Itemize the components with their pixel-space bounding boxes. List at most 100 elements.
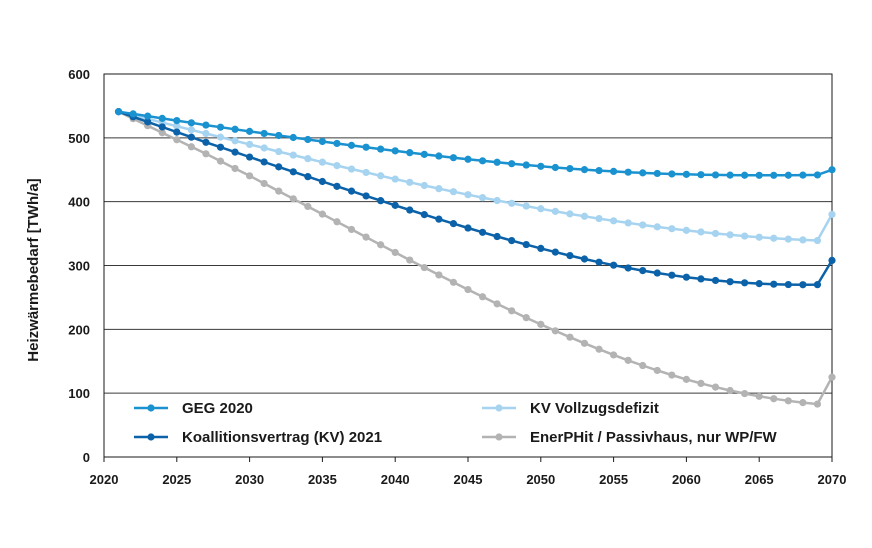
data-point <box>697 171 705 179</box>
data-point <box>377 145 385 153</box>
data-point <box>260 158 268 166</box>
legend-marker <box>147 433 155 441</box>
legend-item: GEG 2020 <box>134 400 253 417</box>
data-point <box>216 123 225 131</box>
data-point <box>508 237 516 245</box>
data-point <box>639 267 647 275</box>
data-point <box>158 114 166 122</box>
data-point <box>551 207 559 215</box>
data-point <box>478 157 487 165</box>
data-point <box>202 150 210 158</box>
y-tick-label: 300 <box>68 259 90 274</box>
data-point <box>813 281 822 289</box>
data-point <box>173 116 181 125</box>
data-point <box>202 121 210 129</box>
legend-label: GEG 2020 <box>182 400 253 417</box>
data-point <box>318 177 326 186</box>
data-point <box>158 129 166 137</box>
data-point <box>275 187 283 195</box>
data-point <box>377 172 385 180</box>
data-point <box>260 144 268 152</box>
data-point <box>653 223 661 231</box>
data-point <box>406 256 414 264</box>
data-point <box>537 320 545 328</box>
data-point <box>173 128 181 136</box>
data-point <box>420 150 428 158</box>
data-point <box>202 138 210 146</box>
data-point <box>668 371 676 379</box>
x-tick-label: 2050 <box>526 472 555 487</box>
data-point <box>784 280 792 289</box>
data-point <box>522 314 530 322</box>
data-point <box>682 226 691 234</box>
data-point <box>595 258 603 266</box>
data-point <box>246 172 254 180</box>
data-point <box>726 171 734 179</box>
x-tick-label: 2060 <box>672 472 701 487</box>
data-point <box>289 133 297 142</box>
data-point <box>653 366 661 375</box>
data-point <box>173 136 181 144</box>
data-point <box>275 147 283 156</box>
y-tick-label: 500 <box>68 131 90 146</box>
data-point <box>828 166 836 174</box>
data-point <box>231 125 239 133</box>
series-enerphit-passivhaus-nur-wp-fw <box>114 108 836 408</box>
data-point <box>813 171 822 179</box>
x-tick-label: 2065 <box>745 472 774 487</box>
data-point <box>289 195 297 203</box>
y-axis-label: Heizwärmebedarf [TWh/a] <box>25 178 42 361</box>
data-point <box>799 171 807 179</box>
data-point <box>784 235 792 243</box>
data-point <box>682 273 691 281</box>
data-point <box>347 141 356 149</box>
data-point <box>697 228 705 236</box>
data-point <box>770 171 778 179</box>
y-tick-label: 200 <box>68 322 90 337</box>
data-point <box>260 179 268 188</box>
data-point <box>668 271 676 279</box>
data-point <box>813 236 822 245</box>
data-point <box>318 210 326 218</box>
data-point <box>537 244 545 252</box>
legend-item: Koallitionsvertrag (KV) 2021 <box>134 429 382 446</box>
data-point <box>595 345 603 353</box>
data-point <box>333 218 341 226</box>
data-point <box>347 187 356 195</box>
data-point <box>770 234 778 242</box>
x-tick-label: 2040 <box>381 472 410 487</box>
data-point <box>391 201 399 209</box>
data-point <box>711 171 720 179</box>
data-point <box>304 173 312 181</box>
data-point <box>828 373 836 381</box>
data-point <box>828 256 836 264</box>
data-point <box>406 149 414 157</box>
data-point <box>813 400 822 408</box>
data-point <box>624 264 632 272</box>
data-point <box>551 163 559 172</box>
y-tick-label: 400 <box>68 195 90 210</box>
data-point <box>697 275 705 283</box>
data-point <box>610 167 618 176</box>
data-point <box>799 236 807 244</box>
data-point <box>697 379 705 388</box>
data-point <box>449 220 458 228</box>
data-point <box>304 135 312 144</box>
data-point <box>449 188 458 196</box>
data-point <box>784 397 792 405</box>
data-point <box>639 361 647 370</box>
data-point <box>493 196 501 205</box>
series-geg-2020 <box>114 108 836 179</box>
data-point <box>304 155 312 163</box>
data-point <box>784 171 792 179</box>
data-point <box>799 281 807 289</box>
data-point <box>508 307 516 315</box>
data-point <box>741 232 749 240</box>
data-point <box>289 151 297 159</box>
data-point <box>493 300 501 308</box>
series-group <box>114 108 836 408</box>
data-point <box>347 225 356 234</box>
data-point <box>231 164 239 173</box>
series-line <box>118 110 834 406</box>
data-point <box>362 192 370 200</box>
